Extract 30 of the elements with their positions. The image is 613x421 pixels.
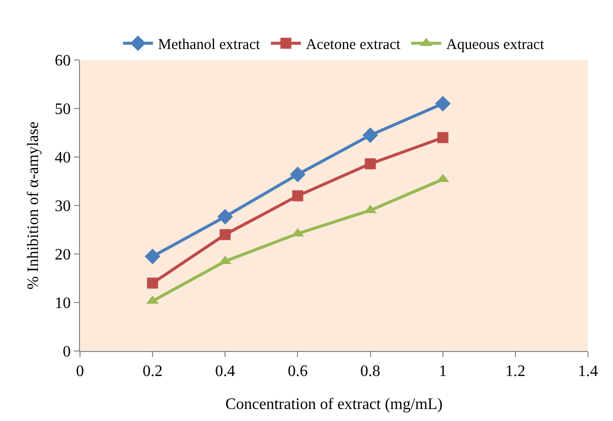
- x-tick-label: 0.4: [215, 363, 236, 380]
- point: [147, 278, 158, 289]
- point: [292, 190, 304, 202]
- y-tick-label: 30: [54, 198, 71, 216]
- x-tick-label: 0.6: [288, 363, 308, 380]
- point: [220, 229, 231, 240]
- y-axis-title: % Inhibition of α-amylase: [25, 122, 42, 290]
- y-tick-label: 50: [54, 101, 71, 118]
- point: [144, 248, 160, 264]
- y-tick-label: 0: [62, 344, 71, 361]
- y-tick-label: 10: [54, 295, 71, 312]
- x-tick-label: 0.8: [360, 363, 380, 380]
- point: [364, 158, 376, 170]
- x-tick-label: 1.4: [578, 363, 598, 380]
- x-tick-label: 1.2: [505, 363, 526, 380]
- x-tick-label: 1: [438, 363, 447, 380]
- legend-label: Methanol extract: [158, 37, 261, 54]
- legend-label: Aqueous extract: [446, 37, 545, 54]
- x-axis-title: Concentration of extract (mg/mL): [225, 396, 443, 413]
- point: [437, 132, 448, 144]
- legend-label: Acetone extract: [306, 37, 402, 54]
- point: [362, 127, 378, 143]
- y-tick-label: 20: [54, 246, 71, 264]
- y-tick-label: 60: [54, 52, 71, 70]
- point: [217, 208, 233, 224]
- x-tick-label: 0: [76, 363, 84, 380]
- point: [435, 96, 451, 112]
- x-tick-label: 0.2: [142, 363, 163, 380]
- point: [290, 166, 306, 182]
- y-tick-label: 40: [54, 150, 71, 167]
